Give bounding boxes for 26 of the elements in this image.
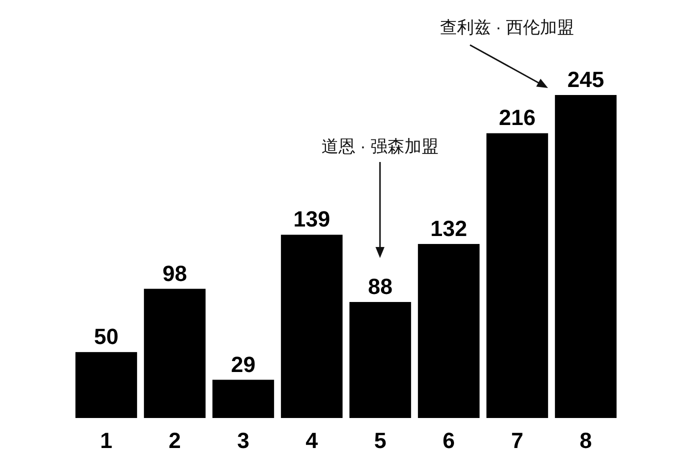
bar xyxy=(554,95,617,418)
x-tick-label: 2 xyxy=(168,428,181,453)
bar xyxy=(418,244,480,418)
bar xyxy=(280,234,343,418)
data-label: 50 xyxy=(94,324,118,350)
bar xyxy=(75,352,138,418)
x-tick-label: 6 xyxy=(442,428,455,453)
bar xyxy=(144,288,206,418)
data-label: 139 xyxy=(293,206,330,232)
x-tick-label: 5 xyxy=(374,428,386,453)
x-tick-label: 3 xyxy=(237,428,250,453)
data-label: 132 xyxy=(430,216,468,241)
bar xyxy=(349,302,412,418)
data-label: 216 xyxy=(498,105,536,130)
bar xyxy=(212,380,274,418)
data-label: 29 xyxy=(231,352,256,377)
x-tick-label: 4 xyxy=(306,428,319,453)
data-label: 245 xyxy=(567,67,604,92)
x-tick-label: 8 xyxy=(580,428,592,453)
annotation: 道恩 · 强森加盟 xyxy=(321,137,439,156)
bar xyxy=(486,133,548,418)
x-tick-label: 7 xyxy=(511,428,524,453)
text: 查利兹 · 西伦加盟 xyxy=(440,18,574,37)
data-label: 88 xyxy=(368,274,392,299)
x-tick-label: 1 xyxy=(100,428,112,453)
data-label: 98 xyxy=(162,260,187,286)
